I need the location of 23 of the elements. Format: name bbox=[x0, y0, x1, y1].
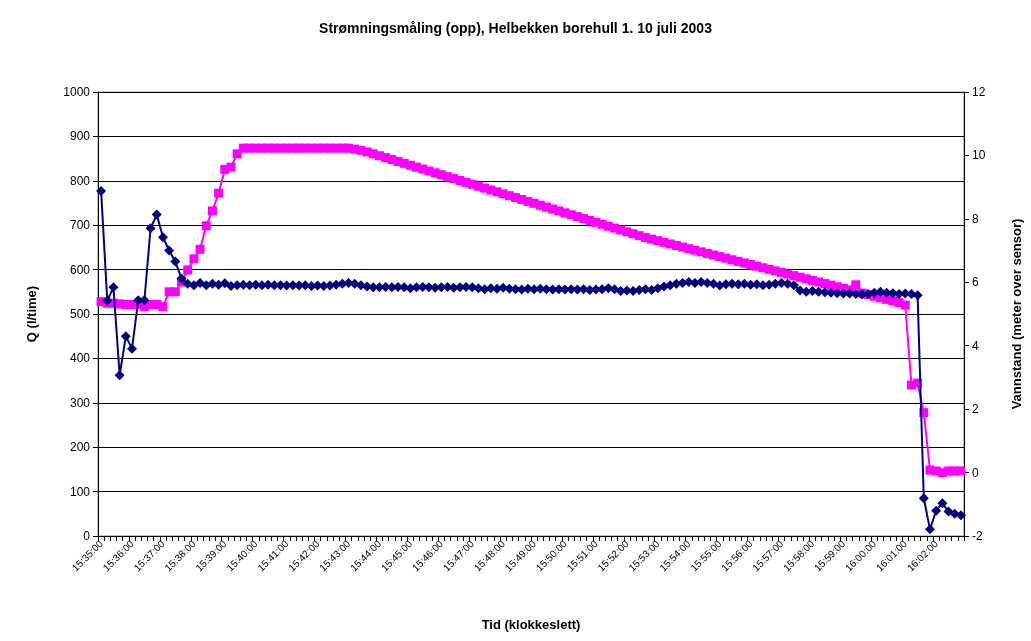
y-tick-label: 500 bbox=[69, 307, 91, 321]
y2-tick-label: 2 bbox=[972, 402, 979, 417]
y2-tick-label: 8 bbox=[972, 211, 979, 226]
y2-axis-title: Vannstand (meter over sensor) bbox=[1009, 218, 1024, 410]
y2-tick-label: 0 bbox=[972, 465, 979, 480]
y-tick-label: 1000 bbox=[63, 85, 91, 99]
y-tick-label: 700 bbox=[69, 218, 91, 233]
y-tick-label: 0 bbox=[83, 529, 91, 543]
y2-tick-label: 12 bbox=[972, 85, 986, 99]
y-tick-label: 100 bbox=[69, 484, 91, 499]
y-axis-title: Q (l/time) bbox=[24, 285, 39, 343]
y-tick-label: 600 bbox=[69, 262, 91, 277]
y-tick-label: 900 bbox=[69, 129, 91, 144]
y-tick-label: 200 bbox=[69, 440, 91, 455]
y2-tick-label: -2 bbox=[972, 529, 983, 543]
y2-tick-label: 10 bbox=[972, 148, 986, 163]
y2-tick-label: 6 bbox=[972, 275, 979, 290]
chart-title: Strømningsmåling (opp), Helbekken borehull 1. 10 juli 2003 bbox=[319, 20, 713, 36]
y-tick-label: 300 bbox=[69, 395, 91, 410]
x-axis-title: Tid (klokkeslett) bbox=[481, 617, 581, 632]
y-tick-label: 800 bbox=[69, 173, 91, 188]
y2-tick-label: 4 bbox=[972, 338, 979, 353]
y-tick-label: 400 bbox=[69, 351, 91, 366]
